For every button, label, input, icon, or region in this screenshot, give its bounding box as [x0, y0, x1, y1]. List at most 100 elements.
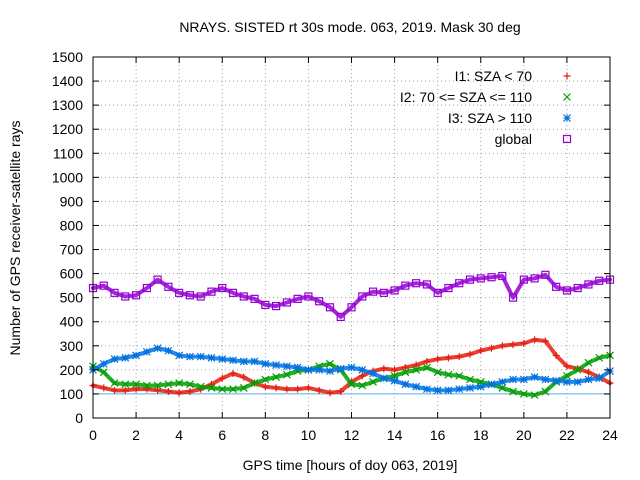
data-point — [498, 377, 507, 386]
series-3 — [89, 344, 614, 395]
data-point — [358, 372, 366, 380]
data-point — [509, 341, 517, 349]
y-tick-label: 200 — [60, 362, 84, 378]
data-point — [401, 363, 409, 371]
data-point — [358, 292, 367, 301]
data-point — [315, 365, 324, 374]
data-point — [196, 292, 205, 301]
data-point — [498, 271, 507, 281]
x-tick-label: 10 — [301, 427, 317, 443]
series-line — [91, 272, 612, 319]
data-point — [390, 286, 399, 295]
data-point — [293, 294, 302, 303]
data-point — [218, 374, 226, 382]
data-point — [121, 386, 129, 394]
data-point — [250, 294, 259, 303]
data-point — [444, 370, 453, 379]
data-point — [562, 371, 571, 380]
x-tick-label: 14 — [387, 427, 403, 443]
data-point — [455, 353, 463, 361]
data-point — [99, 359, 108, 368]
data-point — [347, 380, 356, 389]
data-point — [240, 373, 248, 381]
x-axis-label: GPS time [hours of doy 063, 2019] — [243, 457, 458, 473]
data-point — [164, 346, 173, 355]
data-point — [175, 379, 184, 388]
legend-marker — [563, 72, 571, 80]
x-tick-label: 0 — [89, 427, 97, 443]
data-point — [142, 283, 151, 293]
data-point — [326, 359, 334, 368]
data-point — [229, 385, 237, 394]
y-tick-label: 1100 — [53, 145, 83, 161]
data-point — [347, 303, 356, 312]
data-point — [282, 362, 291, 371]
data-point — [100, 384, 108, 392]
data-point — [466, 375, 474, 384]
data-point — [207, 287, 216, 296]
y-tick-label: 500 — [60, 290, 84, 306]
data-point — [401, 380, 410, 389]
data-point — [153, 344, 162, 353]
data-point — [175, 389, 183, 397]
data-point — [272, 361, 281, 369]
data-point — [476, 382, 485, 391]
data-point — [250, 379, 259, 388]
data-point — [293, 363, 302, 372]
data-point — [186, 388, 194, 396]
y-tick-label: 1300 — [52, 97, 83, 113]
x-tick-label: 8 — [261, 427, 269, 443]
data-point — [196, 352, 205, 361]
x-tick-label: 6 — [218, 427, 226, 443]
data-point — [218, 385, 227, 394]
data-point — [401, 281, 410, 290]
data-point — [304, 384, 312, 392]
y-tick-label: 1200 — [52, 121, 83, 137]
data-point — [196, 382, 205, 391]
data-series-layer — [88, 270, 615, 400]
data-point — [423, 357, 431, 365]
data-point — [132, 385, 140, 393]
data-point — [164, 388, 172, 396]
data-point — [326, 367, 334, 375]
x-tick-label: 4 — [175, 427, 183, 443]
data-point — [573, 283, 582, 293]
y-tick-label: 800 — [60, 217, 84, 233]
data-point — [131, 291, 141, 300]
legend-label: I2: 70 <= SZA <= 110 — [400, 89, 532, 105]
data-point — [283, 385, 291, 393]
data-point — [487, 380, 496, 389]
data-point — [336, 364, 345, 373]
data-point — [272, 301, 281, 311]
data-point — [541, 375, 550, 384]
data-point — [422, 280, 431, 289]
data-point — [476, 274, 485, 283]
data-point — [595, 374, 604, 383]
data-point — [477, 347, 485, 355]
data-point — [422, 385, 431, 394]
y-tick-label: 700 — [60, 242, 84, 258]
data-point — [229, 369, 237, 377]
data-point — [142, 347, 151, 356]
data-point — [444, 386, 453, 395]
x-tick-label: 18 — [473, 427, 489, 443]
data-point — [563, 362, 571, 370]
data-point — [304, 292, 313, 301]
data-point — [110, 355, 119, 363]
legend-marker — [563, 93, 571, 101]
gridlines — [93, 57, 610, 418]
data-point — [412, 279, 421, 288]
data-point — [261, 300, 270, 309]
data-point — [218, 283, 227, 293]
data-point — [455, 385, 464, 394]
data-point — [412, 365, 421, 374]
data-point — [380, 365, 388, 373]
data-point — [315, 297, 324, 306]
data-point — [153, 275, 162, 284]
data-point — [433, 386, 442, 395]
data-point — [358, 381, 367, 390]
y-tick-label: 100 — [60, 386, 84, 402]
data-point — [121, 292, 130, 301]
data-point — [250, 357, 259, 366]
